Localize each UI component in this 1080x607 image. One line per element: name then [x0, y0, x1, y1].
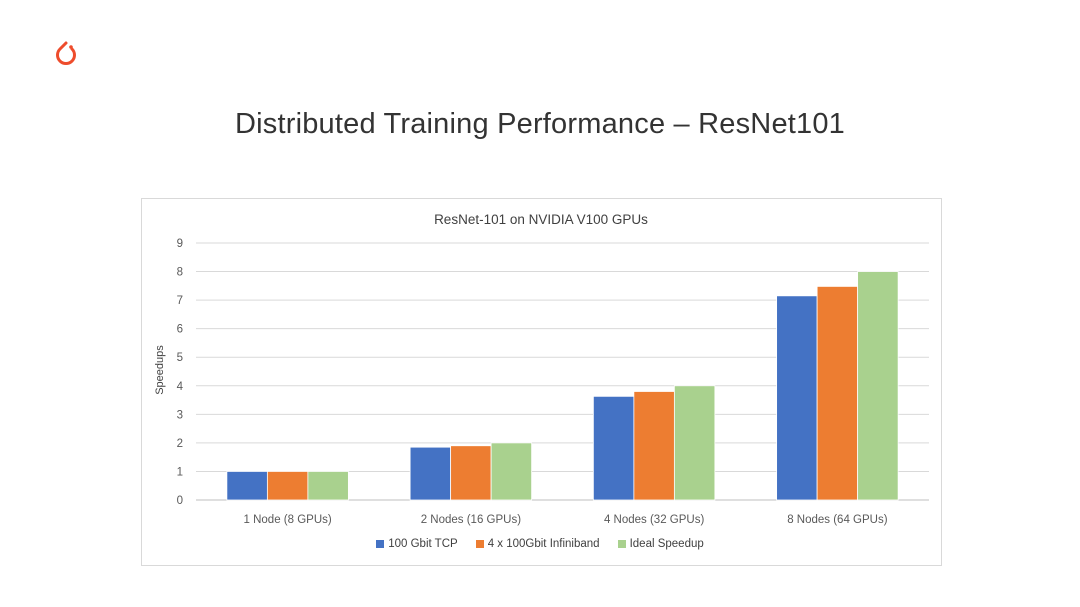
- bar-100-gbit-tcp-2: [592, 395, 635, 501]
- bar-4-x-100gbit-infiniband-2: [633, 391, 675, 501]
- pytorch-logo-icon: [56, 41, 76, 65]
- x-tick-label: 1 Node (8 GPUs): [244, 514, 332, 526]
- bar-ideal-speedup-2: [673, 385, 716, 501]
- bar-100-gbit-tcp-0: [226, 471, 268, 501]
- x-tick-label: 4 Nodes (32 GPUs): [604, 514, 705, 526]
- bars: [226, 271, 899, 501]
- legend-item: 100 Gbit TCP: [376, 538, 458, 550]
- y-tick-label: 1: [177, 466, 183, 478]
- legend-swatch: [617, 540, 626, 548]
- y-tick-label: 0: [177, 495, 183, 507]
- slide-title: Distributed Training Performance – ResNe…: [234, 108, 846, 140]
- legend-label: 4 x 100Gbit Infiniband: [487, 538, 600, 550]
- legend-swatch: [475, 540, 484, 548]
- x-tick-label: 2 Nodes (16 GPUs): [421, 514, 522, 526]
- y-axis-label: Speedups: [154, 345, 166, 395]
- y-tick-label: 9: [177, 238, 183, 250]
- bar-100-gbit-tcp-3: [776, 295, 818, 501]
- y-tick-label: 7: [177, 295, 183, 307]
- bar-4-x-100gbit-infiniband-0: [266, 471, 309, 501]
- bar-ideal-speedup-3: [857, 271, 899, 501]
- bar-4-x-100gbit-infiniband-1: [450, 445, 492, 501]
- legend-label: Ideal Speedup: [629, 538, 704, 550]
- x-axis-ticks: 1 Node (8 GPUs) 2 Nodes (16 GPUs) 4 Nodes …: [244, 514, 888, 526]
- legend-item: 4 x 100Gbit Infiniband: [475, 538, 600, 550]
- bar-ideal-speedup-0: [307, 471, 349, 501]
- legend-item: Ideal Speedup: [617, 538, 704, 550]
- y-axis-ticks: 0 1 2 3 4 5 6 7 8 9: [177, 238, 184, 507]
- chart-legend: 100 Gbit TCP 4 x 100Gbit Infiniband Ideal …: [0, 538, 1080, 550]
- chart-title: ResNet-101 on NVIDIA V100 GPUs: [434, 212, 648, 227]
- legend-swatch: [376, 540, 385, 548]
- y-tick-label: 4: [177, 381, 184, 393]
- y-tick-label: 8: [177, 267, 183, 279]
- bar-4-x-100gbit-infiniband-3: [816, 286, 859, 501]
- y-tick-label: 5: [177, 352, 183, 364]
- bar-ideal-speedup-1: [490, 442, 533, 501]
- y-tick-label: 3: [177, 409, 183, 421]
- bar-100-gbit-tcp-1: [409, 446, 452, 501]
- y-tick-label: 6: [177, 324, 183, 336]
- y-tick-label: 2: [177, 438, 183, 450]
- x-tick-label: 8 Nodes (64 GPUs): [787, 514, 888, 526]
- legend-label: 100 Gbit TCP: [388, 538, 458, 550]
